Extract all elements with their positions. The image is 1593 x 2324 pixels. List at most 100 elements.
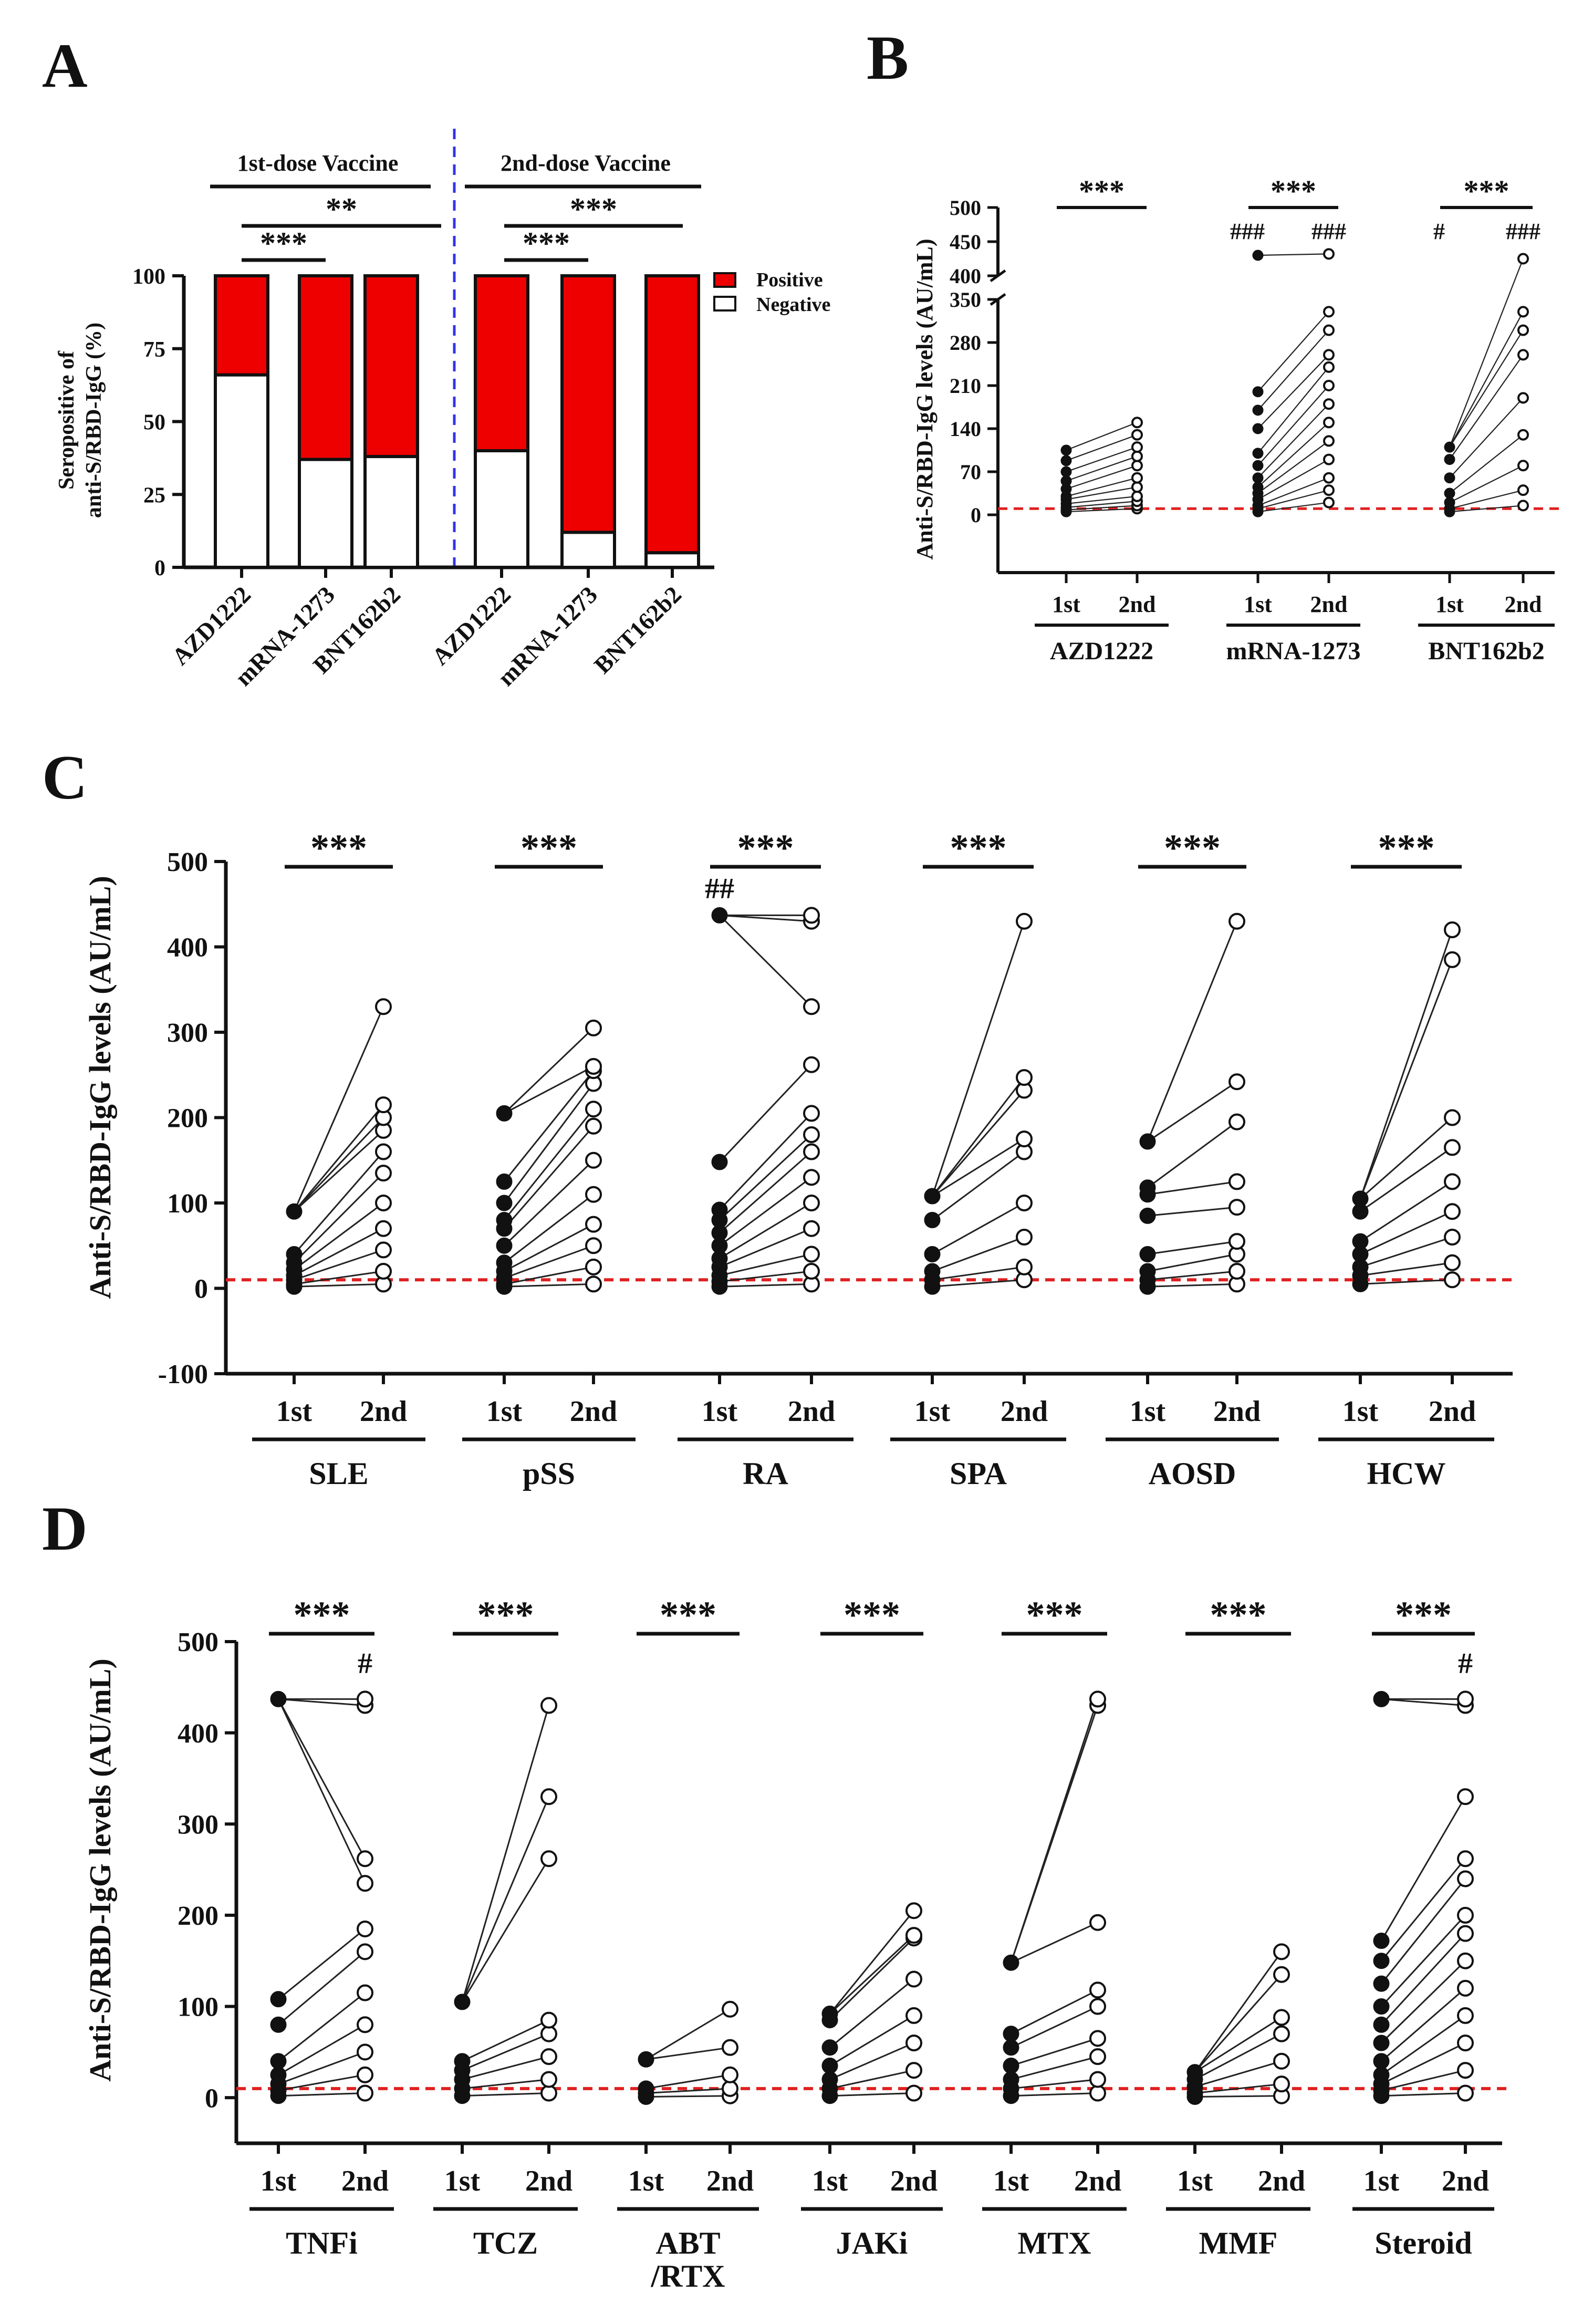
- first-dose-point: [638, 2080, 654, 2097]
- pair-line: [293, 1104, 384, 1212]
- hash-mark-first: #: [1433, 219, 1445, 244]
- second-dose-point: [357, 2066, 373, 2083]
- pair-line: [1257, 502, 1329, 513]
- first-dose-point: [1139, 1263, 1156, 1280]
- pair-line: [1066, 447, 1138, 473]
- second-dose-point: [1273, 2052, 1290, 2070]
- bar-positive: [214, 274, 269, 377]
- significance-label: ***: [1464, 174, 1509, 208]
- second-dose-point: [1131, 481, 1143, 493]
- pair-line: [1257, 490, 1329, 510]
- second-dose-point: [1228, 1263, 1245, 1280]
- pair-line: [1257, 385, 1329, 466]
- pair-line: [1449, 465, 1524, 503]
- pair-line: [1011, 2078, 1098, 2090]
- panel-a-axes: 0 25 50 75 100: [132, 265, 714, 580]
- first-dose-point: [1252, 460, 1264, 471]
- second-dose-point: [1273, 1943, 1290, 1960]
- second-dose-point: [1517, 349, 1529, 361]
- significance-label: ***: [310, 827, 367, 869]
- pair-line: [1257, 459, 1329, 500]
- pair-line: [278, 1698, 366, 1707]
- panel-c-y-label: Anti-S/RBD-IgG levels (AU/mL): [83, 876, 117, 1299]
- first-dose-point: [1139, 1207, 1156, 1224]
- second-dose-point: [375, 1096, 392, 1114]
- first-dose-point: [496, 1195, 513, 1211]
- pair-line: [503, 1159, 595, 1247]
- dose-label-1st: 1st: [444, 2165, 481, 2197]
- dose-label-1st: 1st: [1130, 1395, 1166, 1428]
- y-tick-label: 400: [167, 933, 208, 963]
- pair-line: [294, 1283, 384, 1288]
- dose-label-1st: 1st: [1435, 592, 1464, 617]
- pair-line: [931, 1077, 1025, 1197]
- panel-a-y-label-line1: Seropositive of: [55, 350, 79, 490]
- second-dose-point: [585, 1058, 602, 1075]
- pair-line: [504, 1194, 594, 1263]
- first-dose-point: [1186, 2064, 1203, 2081]
- group-label: TCZ: [473, 2226, 538, 2260]
- dose-label-2nd: 2nd: [1258, 2165, 1305, 2197]
- group-label: SPA: [950, 1456, 1007, 1491]
- legend: Positive Negative: [713, 269, 830, 316]
- bar-positive: [298, 274, 353, 461]
- group-label: pSS: [523, 1456, 575, 1491]
- pair-line: [1066, 434, 1138, 461]
- pair-line: [1257, 477, 1329, 506]
- pair-line: [504, 1244, 594, 1279]
- pair-line: [719, 1270, 812, 1282]
- pair-line: [1066, 505, 1138, 511]
- second-dose-point: [1131, 450, 1143, 462]
- significance-label: ***: [950, 827, 1007, 869]
- hash-mark-second: #: [358, 1647, 372, 1680]
- second-dose-point: [1444, 1109, 1461, 1126]
- panel-a-bars: [214, 274, 700, 569]
- significance-label: ***: [1210, 1594, 1267, 1636]
- pair-line: [1449, 354, 1524, 460]
- second-dose-point: [1089, 2071, 1106, 2088]
- panel-b-y-label: Anti-S/RBD-IgG levels (AU/mL): [912, 238, 938, 559]
- pair-line: [1380, 1878, 1466, 1985]
- second-dose-point: [1457, 1690, 1474, 1708]
- second-dose-point: [905, 2062, 922, 2079]
- sig-label: **: [326, 192, 357, 226]
- second-dose-point: [357, 1943, 373, 1960]
- second-dose-point: [1457, 2062, 1474, 2079]
- second-dose-point: [1089, 1690, 1106, 1708]
- second-dose-point: [585, 1151, 602, 1169]
- y-tick-label: 0: [205, 2083, 218, 2113]
- legend-label-positive: Positive: [756, 269, 823, 291]
- second-dose-point: [1457, 2007, 1474, 2024]
- pair-line: [1359, 959, 1453, 1199]
- first-dose-point: [1373, 1953, 1390, 1969]
- second-dose-point: [585, 1117, 602, 1135]
- pair-line: [1381, 2069, 1466, 2091]
- pair-line: [1194, 1951, 1283, 2073]
- second-dose-point: [1517, 306, 1529, 318]
- pair-line: [504, 1223, 594, 1272]
- second-dose-point: [1444, 1139, 1461, 1156]
- panel-a-group-label-1: 1st-dose Vaccine: [237, 150, 399, 176]
- pair-line: [278, 2024, 366, 2076]
- second-dose-point: [1273, 2025, 1290, 2042]
- second-dose-point: [540, 2084, 557, 2102]
- pair-line: [829, 2015, 914, 2067]
- second-dose-point: [585, 1186, 602, 1203]
- first-dose-point: [286, 1203, 303, 1220]
- pair-line: [277, 1698, 366, 1859]
- pair-line: [1066, 465, 1138, 490]
- group-label: Steroid: [1375, 2226, 1472, 2260]
- panel-a-y-tick-label: 0: [154, 556, 165, 580]
- first-dose-point: [1373, 2053, 1390, 2070]
- second-dose-point: [1131, 441, 1143, 453]
- first-dose-point: [270, 1991, 287, 2008]
- pair-line: [293, 1173, 384, 1263]
- first-dose-point: [496, 1237, 513, 1254]
- pair-line: [293, 1006, 384, 1212]
- first-dose-point: [496, 1105, 513, 1122]
- dose-label-2nd: 2nd: [360, 1395, 407, 1428]
- pair-line: [1147, 1081, 1237, 1143]
- panel-a-y-label-line2: anti-S/RBD-IgG (%): [82, 323, 106, 518]
- first-dose-point: [1252, 423, 1264, 434]
- y-tick-label: 210: [950, 374, 981, 398]
